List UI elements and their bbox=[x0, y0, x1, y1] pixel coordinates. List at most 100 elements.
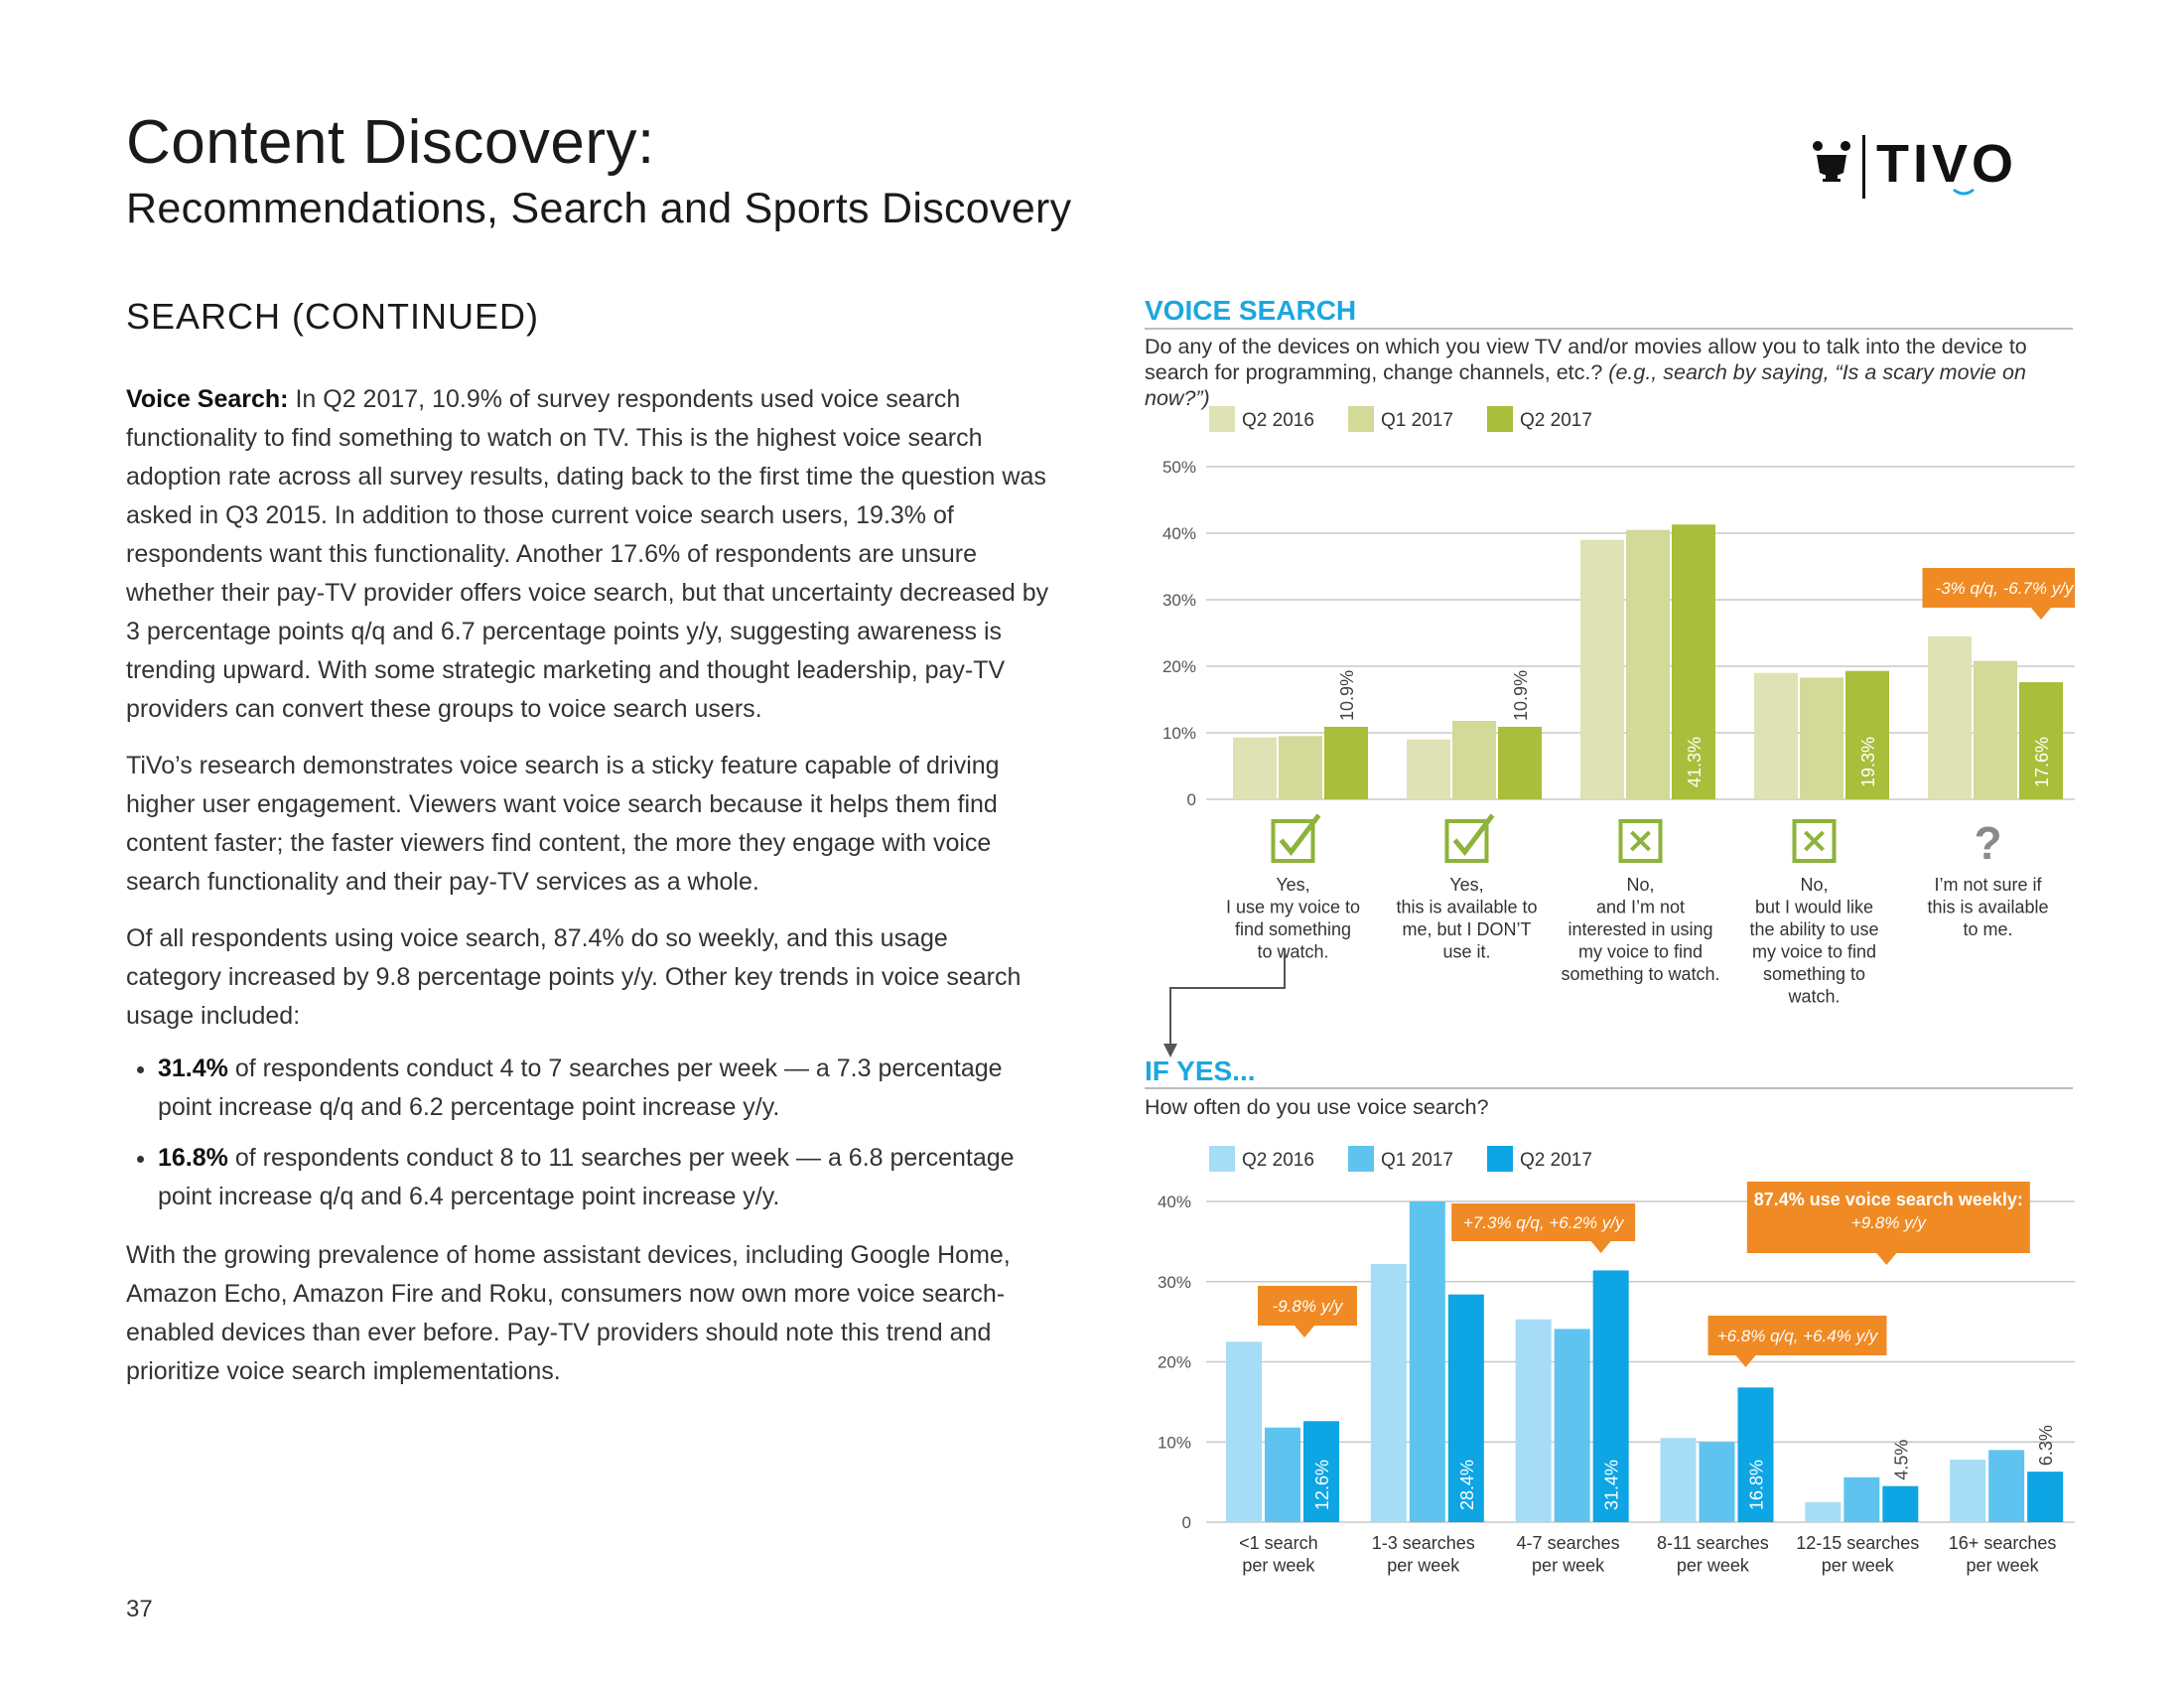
callout-pointer bbox=[1590, 1241, 1611, 1253]
bar bbox=[1928, 635, 1972, 799]
bar bbox=[1409, 1201, 1445, 1522]
y-tick-label: 0 bbox=[1187, 790, 1196, 809]
data-label: 6.3% bbox=[2036, 1425, 2056, 1466]
paragraph-voice-search: Voice Search: In Q2 2017, 10.9% of surve… bbox=[126, 380, 1049, 729]
chart-title-rule bbox=[1145, 1087, 2073, 1089]
data-label: 4.5% bbox=[1891, 1440, 1911, 1480]
legend-label: Q1 2017 bbox=[1381, 410, 1453, 431]
body-text: Voice Search: In Q2 2017, 10.9% of surve… bbox=[126, 380, 1049, 1409]
category-label: to me. bbox=[1963, 919, 2012, 939]
callout-box bbox=[1922, 568, 2075, 608]
data-label: 12.6% bbox=[1312, 1460, 1332, 1510]
bar bbox=[2027, 1472, 2064, 1522]
paragraph-engagement: TiVo’s research demonstrates voice searc… bbox=[126, 752, 1000, 896]
bar bbox=[1370, 1263, 1407, 1522]
arrow-down-icon bbox=[1163, 1044, 1177, 1057]
y-tick-label: 20% bbox=[1162, 657, 1196, 676]
logo-text: TIVO bbox=[1876, 134, 2017, 194]
category-label: this is available bbox=[1927, 898, 2048, 917]
x-mark bbox=[1804, 830, 1825, 852]
category-label: per week bbox=[1387, 1556, 1460, 1576]
question-text: Do any of the devices on which you view … bbox=[1145, 335, 2027, 384]
category-label: I use my voice to bbox=[1226, 898, 1360, 917]
voice-search-chart-title: VOICE SEARCH bbox=[1145, 295, 1357, 326]
frequency-question: How often do you use voice search? bbox=[1145, 1095, 1489, 1119]
category-label: to watch. bbox=[1257, 942, 1328, 962]
callout-pointer bbox=[1735, 1355, 1756, 1367]
bar bbox=[1592, 1270, 1629, 1522]
data-label: 41.3% bbox=[1685, 737, 1705, 787]
callout-text: +9.8% y/y bbox=[1851, 1213, 1928, 1232]
if-yes-chart-title: IF YES... bbox=[1145, 1055, 1256, 1086]
page-subtitle: Recommendations, Search and Sports Disco… bbox=[126, 185, 1072, 232]
page-number: 37 bbox=[126, 1596, 153, 1622]
callout-text: 87.4% use voice search weekly: bbox=[1754, 1190, 2023, 1209]
y-tick-label: 30% bbox=[1162, 591, 1196, 610]
legend-label: Q2 2017 bbox=[1520, 1150, 1592, 1171]
y-tick-label: 40% bbox=[1158, 1193, 1191, 1211]
data-label: 10.9% bbox=[1337, 670, 1357, 721]
annotation-callout: 87.4% use voice search weekly: +9.8% y/y bbox=[1746, 1182, 2030, 1265]
paragraph-body: In Q2 2017, 10.9% of survey respondents … bbox=[126, 385, 1049, 723]
legend-swatch bbox=[1487, 1146, 1513, 1172]
x-mark bbox=[1630, 830, 1651, 852]
checkbox-frame bbox=[1444, 819, 1489, 863]
category-label: my voice to find bbox=[1578, 942, 1703, 962]
category-label: I’m not sure if bbox=[1934, 875, 2042, 895]
data-label: 10.9% bbox=[1511, 670, 1531, 721]
bullet-text: of respondents conduct 4 to 7 searches p… bbox=[158, 1055, 1003, 1121]
bar bbox=[1265, 1427, 1300, 1522]
legend-swatch bbox=[1209, 406, 1235, 432]
category-label: something to bbox=[1763, 964, 1865, 984]
data-label: 31.4% bbox=[1602, 1460, 1622, 1510]
callout-box bbox=[1707, 1316, 1887, 1355]
category-label: per week bbox=[1967, 1556, 2040, 1576]
checkbox-x-icon bbox=[1792, 819, 1837, 863]
question-icon: ? bbox=[1974, 817, 2001, 869]
bullet-list: 31.4% of respondents conduct 4 to 7 sear… bbox=[126, 1050, 1049, 1216]
legend-swatch bbox=[1487, 406, 1513, 432]
category-label: 8-11 searches bbox=[1657, 1533, 1769, 1553]
callout-text: +7.3% q/q, +6.2% y/y bbox=[1463, 1213, 1625, 1232]
connector-arrow bbox=[1163, 948, 1286, 1057]
data-label: 17.6% bbox=[2032, 737, 2052, 787]
y-tick-label: 40% bbox=[1162, 524, 1196, 543]
bar bbox=[1843, 1477, 1880, 1522]
y-tick-label: 20% bbox=[1158, 1353, 1191, 1372]
logo-smile-icon bbox=[1953, 188, 1975, 196]
check-mark bbox=[1279, 813, 1321, 857]
legend-swatch bbox=[1348, 406, 1374, 432]
category-label: watch. bbox=[1787, 987, 1840, 1007]
legend-label: Q2 2016 bbox=[1242, 410, 1314, 431]
category-label: Yes, bbox=[1276, 875, 1309, 895]
callout-pointer bbox=[1295, 1326, 1314, 1337]
category-label: No, bbox=[1626, 875, 1654, 895]
y-tick-label: 0 bbox=[1182, 1513, 1191, 1532]
bar bbox=[1515, 1319, 1552, 1522]
data-label: 16.8% bbox=[1747, 1460, 1767, 1510]
bar bbox=[1324, 726, 1368, 799]
bar bbox=[1226, 1341, 1262, 1522]
paragraph-usage: Of all respondents using voice search, 8… bbox=[126, 924, 1022, 1030]
callout-box bbox=[1451, 1203, 1636, 1241]
category-label: per week bbox=[1532, 1556, 1605, 1576]
category-label: 1-3 searches bbox=[1372, 1533, 1475, 1553]
checkbox-frame bbox=[1792, 819, 1837, 863]
bullet-text: of respondents conduct 8 to 11 searches … bbox=[158, 1144, 1015, 1210]
category-label: No, bbox=[1800, 875, 1828, 895]
category-label: me, but I DON’T bbox=[1402, 919, 1531, 939]
y-tick-label: 10% bbox=[1162, 724, 1196, 743]
bar bbox=[1805, 1501, 1842, 1522]
bar bbox=[2019, 682, 2063, 799]
category-label: this is available to bbox=[1396, 898, 1537, 917]
voice-search-question: Do any of the devices on which you view … bbox=[1145, 334, 2078, 411]
category-label: but I would like bbox=[1755, 898, 1873, 917]
bar bbox=[1279, 736, 1322, 799]
data-label: 28.4% bbox=[1457, 1460, 1477, 1510]
bar bbox=[1580, 539, 1624, 799]
category-label: the ability to use bbox=[1749, 919, 1878, 939]
bar bbox=[1447, 1294, 1484, 1522]
bar bbox=[1554, 1329, 1590, 1522]
callout-pointer bbox=[2031, 608, 2051, 620]
category-label: find something bbox=[1235, 919, 1351, 939]
